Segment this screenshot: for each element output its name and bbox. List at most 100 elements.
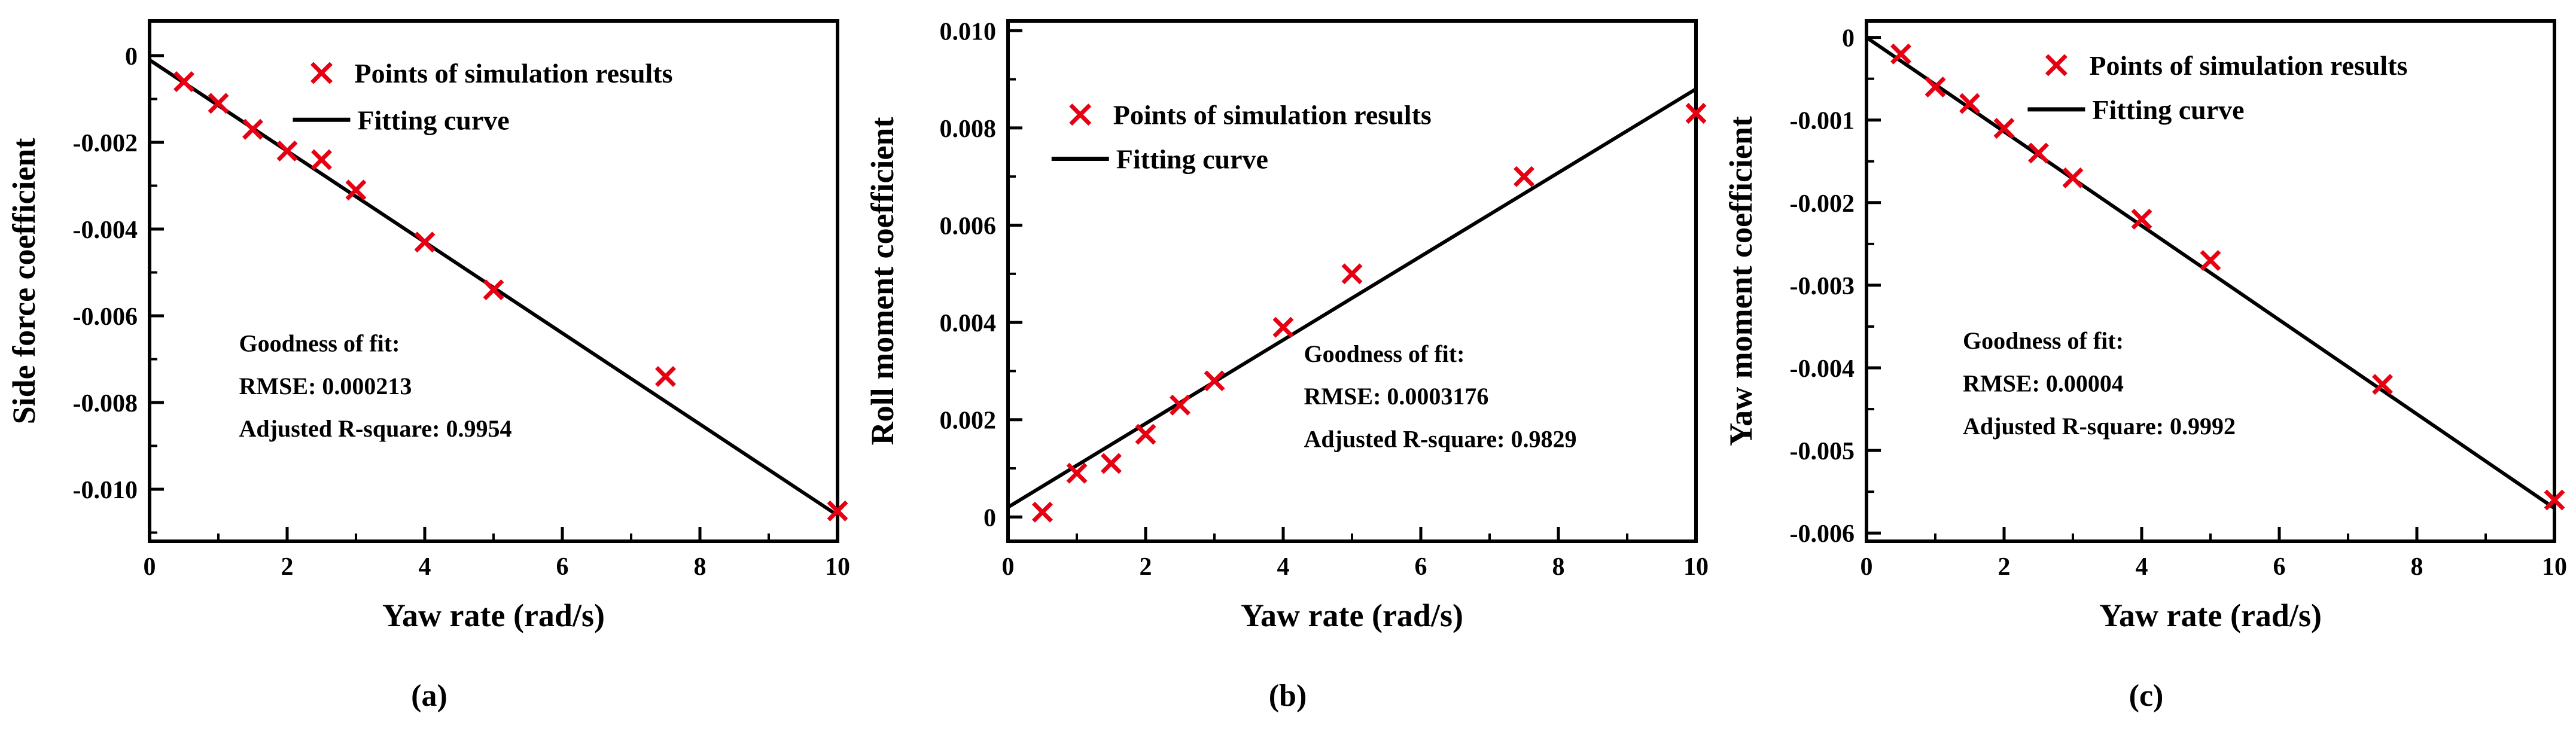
legend-marker-x-icon xyxy=(2045,54,2068,77)
scatter-point xyxy=(173,71,194,92)
y-tick-label: -0.005 xyxy=(1790,438,1855,465)
annotation-line-0: Goodness of fit: xyxy=(1304,340,1465,367)
scatter-point xyxy=(1032,501,1053,523)
x-tick-label: 2 xyxy=(281,553,294,581)
scatter-point xyxy=(345,179,367,201)
y-tick-label: 0 xyxy=(1842,25,1855,53)
legend-label-points: Points of simulation results xyxy=(355,58,673,89)
x-tick-label: 10 xyxy=(825,553,850,581)
annotation-line-2: Adjusted R-square: 0.9954 xyxy=(239,415,512,442)
annotation-line-1: RMSE: 0.00004 xyxy=(1963,370,2124,397)
scatter-point xyxy=(2028,142,2049,164)
y-tick-label: -0.004 xyxy=(73,217,138,244)
scatter-point xyxy=(1101,453,1122,474)
scatter-point xyxy=(208,93,229,114)
x-tick-label: 0 xyxy=(1002,553,1015,581)
y-tick-label: -0.006 xyxy=(73,303,138,331)
annotation-line-1: RMSE: 0.0003176 xyxy=(1304,383,1489,410)
y-tick-label: 0.010 xyxy=(940,18,997,45)
legend-label-fit: Fitting curve xyxy=(358,105,510,135)
scatter-point xyxy=(1204,370,1225,392)
scatter-point xyxy=(1925,77,1946,97)
y-tick-label: -0.002 xyxy=(1790,190,1855,218)
legend-label-points: Points of simulation results xyxy=(1113,100,1432,130)
chart-side-force-coefficient: 0 2 4 6 8 10 0 -0.002 -0.004 -0.006 -0.008 -0.010 Ya… xyxy=(6,19,850,633)
x-tick-label: 6 xyxy=(1415,553,1427,581)
scatter-point xyxy=(311,149,332,170)
x-tick-label: 10 xyxy=(1683,553,1709,581)
y-tick-label: 0.008 xyxy=(940,115,997,143)
panel-c: 0 2 4 6 8 10 0 -0.001 -0.002 -0.003 -0.004 -0.005 -0… xyxy=(1717,0,2575,714)
y-tick-label: -0.004 xyxy=(1790,355,1855,383)
x-axis-label: Yaw rate (rad/s) xyxy=(2099,598,2322,633)
y-tick-label: -0.010 xyxy=(73,477,138,504)
plot-frame xyxy=(148,19,839,543)
annotation-line-0: Goodness of fit: xyxy=(1963,327,2124,354)
scatter-point xyxy=(1959,93,1980,114)
y-tick-label: -0.002 xyxy=(73,130,138,157)
scatter-point xyxy=(1514,166,1534,187)
panel-a: 0 2 4 6 8 10 0 -0.002 -0.004 -0.006 -0.008 -0.010 Ya… xyxy=(0,0,858,714)
scatter-point xyxy=(1170,394,1190,416)
x-tick-label: 4 xyxy=(1277,553,1290,581)
y-tick-label: -0.006 xyxy=(1790,520,1855,548)
annotation-line-2: Adjusted R-square: 0.9829 xyxy=(1304,426,1577,453)
x-tick-label: 4 xyxy=(2136,553,2148,581)
scatter-point xyxy=(2062,167,2084,188)
scatter-point xyxy=(2131,208,2152,230)
annotation-line-2: Adjusted R-square: 0.9992 xyxy=(1963,413,2236,440)
scatter-point xyxy=(1685,103,1707,124)
scatter-point xyxy=(1135,423,1156,445)
legend-label-fit: Fitting curve xyxy=(1116,144,1268,175)
y-tick-label: -0.001 xyxy=(1790,108,1855,135)
y-tick-label: -0.008 xyxy=(73,390,138,417)
chart-roll-moment-coefficient: 0 2 4 6 8 10 0 0.002 0.004 0.006 0.008 0.010 Yaw rat… xyxy=(864,18,1709,633)
y-axis-label: Side force coefficient xyxy=(6,138,42,425)
legend-label-points: Points of simulation results xyxy=(2089,50,2407,81)
legend-marker-x-icon xyxy=(1069,103,1092,126)
fit-line xyxy=(1865,36,2556,510)
scatter-point xyxy=(1890,43,1911,65)
legend-label-fit: Fitting curve xyxy=(2092,94,2244,125)
x-tick-label: 0 xyxy=(1861,553,1873,581)
scatter-point xyxy=(827,500,848,522)
x-tick-label: 4 xyxy=(419,553,431,581)
caption-b: (b) xyxy=(1268,679,1307,713)
x-tick-label: 2 xyxy=(1140,553,1152,581)
y-tick-label: 0.006 xyxy=(940,212,997,240)
scatter-point xyxy=(483,279,504,300)
scatter-point xyxy=(2372,374,2393,395)
caption-c: (c) xyxy=(2129,679,2164,713)
scatter-point xyxy=(276,141,298,161)
y-tick-label: -0.003 xyxy=(1790,273,1855,300)
x-tick-label: 8 xyxy=(2411,553,2423,581)
x-tick-label: 6 xyxy=(2273,553,2286,581)
scatter-point xyxy=(655,366,676,387)
x-tick-label: 8 xyxy=(1552,553,1565,581)
x-axis-label: Yaw rate (rad/s) xyxy=(1241,598,1463,633)
x-axis-label: Yaw rate (rad/s) xyxy=(382,598,605,633)
x-tick-label: 8 xyxy=(694,553,707,581)
annotation-line-0: Goodness of fit: xyxy=(239,330,400,356)
legend-marker-x-icon xyxy=(310,62,333,84)
scatter-point xyxy=(1341,263,1363,285)
chart-yaw-moment-coefficient: 0 2 4 6 8 10 0 -0.001 -0.002 -0.003 -0.004 -0.005 -0… xyxy=(1723,19,2567,633)
x-tick-label: 0 xyxy=(144,553,156,581)
scatter-point xyxy=(2200,250,2221,271)
x-tick-label: 6 xyxy=(556,553,569,581)
y-tick-label: 0.004 xyxy=(940,310,997,337)
scatter-point xyxy=(242,118,263,140)
y-tick-label: 0 xyxy=(983,504,996,532)
caption-a: (a) xyxy=(411,679,447,713)
scatter-point xyxy=(2544,489,2565,511)
scatter-point xyxy=(1993,118,2015,139)
scatter-point xyxy=(1066,462,1088,484)
y-tick-label: 0 xyxy=(125,43,138,71)
panel-b: 0 2 4 6 8 10 0 0.002 0.004 0.006 0.008 0.010 Yaw rat… xyxy=(858,0,1717,714)
scatter-point xyxy=(414,231,436,253)
fit-line xyxy=(1007,87,1697,509)
x-tick-label: 2 xyxy=(1998,553,2011,581)
y-axis-label: Roll moment coefficient xyxy=(864,117,900,446)
y-tick-label: 0.002 xyxy=(940,407,997,435)
